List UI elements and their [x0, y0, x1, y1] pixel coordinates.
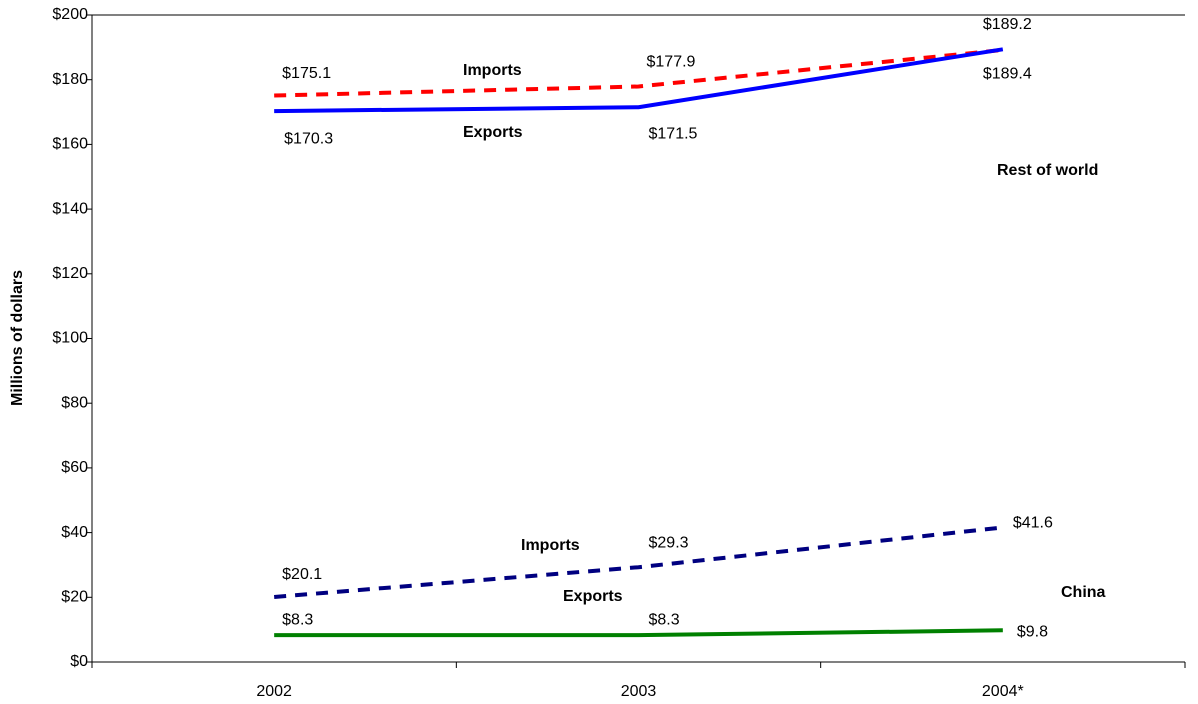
y-tick-label: $160 — [52, 136, 88, 153]
y-tick-label: $120 — [52, 265, 88, 282]
series-label: Exports — [463, 124, 523, 141]
y-tick-label: $100 — [52, 330, 88, 347]
series-label: Imports — [521, 537, 580, 554]
data-label: $189.4 — [983, 66, 1032, 83]
y-tick-label: $180 — [52, 71, 88, 88]
series-line — [274, 47, 1004, 98]
y-tick-label: $40 — [61, 524, 88, 541]
group-label: Rest of world — [997, 162, 1098, 179]
series-line — [274, 525, 1004, 599]
series-line — [274, 628, 1003, 638]
data-label: $20.1 — [282, 566, 322, 583]
data-label: $29.3 — [649, 534, 689, 551]
y-tick-label: $0 — [70, 653, 88, 670]
series-label: Imports — [463, 62, 522, 79]
series-line — [274, 47, 1004, 114]
y-tick-label: $20 — [61, 589, 88, 606]
y-axis-label: Millions of dollars — [9, 270, 26, 406]
y-tick-label: $140 — [52, 200, 88, 217]
data-label: $8.3 — [282, 611, 313, 628]
data-label: $171.5 — [649, 125, 698, 142]
series-label: Exports — [563, 588, 623, 605]
data-label: $175.1 — [282, 65, 331, 82]
x-tick-label: 2004* — [982, 683, 1024, 700]
y-tick-label: $200 — [52, 6, 88, 23]
data-label: $41.6 — [1013, 515, 1053, 532]
group-label: China — [1061, 584, 1106, 601]
y-tick-label: $60 — [61, 459, 88, 476]
y-tick-label: $80 — [61, 394, 88, 411]
data-label: $9.8 — [1017, 624, 1048, 641]
data-label: $189.2 — [983, 16, 1032, 33]
data-label: $170.3 — [284, 130, 333, 147]
x-tick-label: 2003 — [621, 683, 657, 700]
data-label: $177.9 — [647, 54, 696, 71]
data-label: $8.3 — [649, 611, 680, 628]
x-tick-label: 2002 — [256, 683, 292, 700]
